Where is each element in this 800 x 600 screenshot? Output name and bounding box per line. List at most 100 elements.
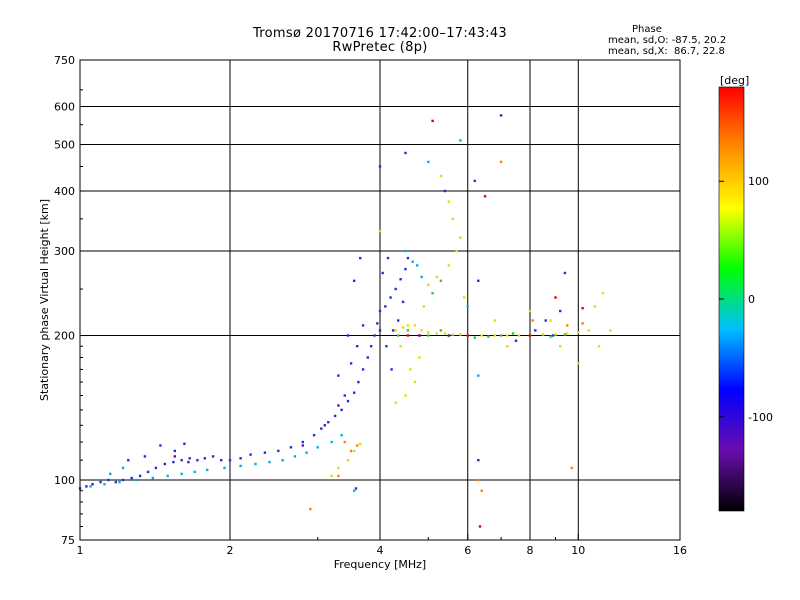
y-axis-label: Stationary phase Virtual Height [km]: [38, 199, 51, 401]
data-point: [577, 362, 580, 365]
data-point: [581, 322, 584, 325]
data-point: [581, 307, 584, 310]
data-point: [413, 380, 417, 384]
data-point: [343, 394, 346, 397]
data-point: [196, 459, 199, 462]
data-point: [159, 444, 162, 447]
chart-subtitle: RwPretec (8p): [332, 40, 428, 55]
data-point: [587, 329, 590, 332]
data-point: [511, 332, 515, 335]
data-point: [309, 507, 312, 511]
data-point: [163, 462, 166, 466]
data-point: [146, 470, 150, 474]
data-point: [305, 451, 308, 454]
data-point: [439, 279, 443, 282]
data-point: [427, 334, 430, 337]
data-point: [473, 179, 476, 183]
data-point: [346, 459, 350, 462]
data-point: [346, 399, 350, 403]
data-point: [394, 287, 397, 291]
data-point: [549, 335, 552, 338]
data-point: [487, 335, 490, 338]
data-point: [570, 466, 573, 470]
data-point: [91, 483, 94, 486]
data-point: [172, 460, 175, 464]
data-point: [353, 391, 356, 394]
data-point: [330, 474, 333, 478]
data-point: [447, 200, 451, 203]
data-point: [316, 446, 319, 449]
data-point: [397, 334, 400, 337]
phase-stats-heading: Phase: [632, 24, 662, 35]
data-point: [506, 345, 509, 348]
data-point: [439, 329, 443, 332]
data-point: [361, 324, 365, 327]
colorbar-tick-label: -100: [748, 411, 773, 424]
chart-title: Tromsø 20170716 17:42:00–17:43:43: [252, 26, 508, 41]
data-point: [154, 466, 158, 470]
data-point: [378, 329, 382, 332]
data-point: [118, 480, 121, 484]
data-point: [357, 380, 360, 384]
data-point: [413, 324, 417, 327]
data-point: [138, 474, 142, 478]
data-point: [499, 114, 503, 117]
data-point: [401, 326, 405, 329]
data-point: [337, 404, 340, 407]
data-point: [263, 451, 267, 454]
data-point: [534, 329, 537, 332]
data-point: [359, 256, 362, 260]
data-point: [435, 332, 438, 335]
data-point: [143, 455, 147, 458]
data-point: [566, 332, 569, 335]
data-point: [478, 525, 482, 528]
data-point: [443, 189, 447, 193]
data-point: [506, 334, 509, 337]
data-point: [451, 333, 454, 336]
data-point: [109, 472, 112, 476]
data-point: [301, 444, 304, 447]
data-point: [353, 279, 356, 282]
data-point: [447, 334, 451, 337]
data-point: [480, 489, 483, 492]
data-point: [354, 487, 358, 490]
data-point: [541, 333, 545, 336]
data-point: [268, 460, 271, 464]
data-point: [411, 260, 414, 263]
data-point: [385, 345, 388, 348]
data-point: [346, 334, 350, 337]
data-point: [427, 160, 430, 164]
x-tick-label: 10: [571, 544, 585, 557]
data-point: [370, 345, 373, 348]
x-axis-ticks: 1 2 4 6 8 10 16: [77, 534, 687, 557]
data-point: [188, 457, 191, 460]
data-point: [320, 427, 323, 430]
data-point: [401, 300, 405, 304]
data-point: [353, 449, 356, 453]
data-point: [418, 334, 421, 337]
colorbar-label: [deg]: [720, 74, 749, 87]
data-point: [343, 440, 346, 444]
data-point: [597, 345, 601, 348]
data-point: [404, 394, 407, 397]
data-point: [333, 414, 337, 418]
y-tick-label: 500: [54, 139, 75, 152]
data-point: [223, 466, 226, 470]
data-point: [404, 249, 407, 253]
data-point: [394, 329, 397, 332]
data-point: [239, 464, 242, 468]
data-point: [566, 324, 569, 327]
data-point: [528, 334, 532, 337]
data-point: [289, 446, 293, 449]
data-point: [220, 459, 223, 462]
y-tick-label: 600: [54, 101, 75, 114]
data-point: [180, 459, 183, 462]
data-point: [337, 474, 340, 478]
data-point: [349, 449, 353, 453]
data-point: [381, 271, 384, 275]
data-point: [187, 460, 190, 464]
data-point: [601, 292, 604, 295]
data-point: [431, 119, 434, 123]
data-point: [551, 334, 555, 337]
